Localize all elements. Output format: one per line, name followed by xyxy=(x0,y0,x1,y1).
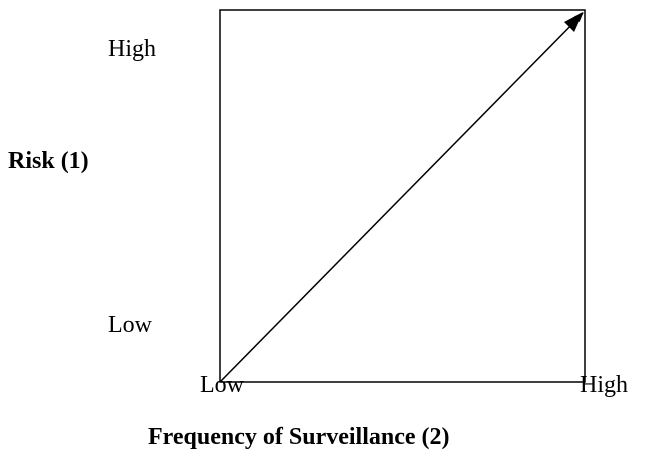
y-high-label: High xyxy=(108,36,156,62)
x-low-label: Low xyxy=(200,372,245,398)
x-axis-title: Frequency of Surveillance (2) xyxy=(148,424,450,450)
arrow-head xyxy=(564,12,583,32)
x-high-label: High xyxy=(580,372,628,398)
y-axis-title: Risk (1) xyxy=(8,148,89,174)
frame xyxy=(219,9,586,383)
arrow xyxy=(219,12,584,383)
y-low-label: Low xyxy=(108,312,153,338)
